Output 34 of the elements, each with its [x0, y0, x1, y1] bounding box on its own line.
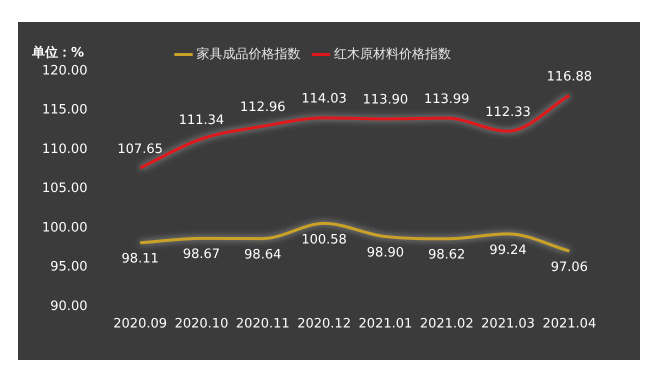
y-tick-label: 90.00 — [50, 298, 88, 314]
x-tick-label: 2020.10 — [174, 316, 228, 332]
data-label: 98.11 — [122, 252, 159, 267]
y-tick-label: 120.00 — [42, 63, 88, 78]
x-tick-label: 2021.03 — [481, 316, 535, 332]
data-label: 113.90 — [362, 92, 408, 108]
x-tick-label: 2021.04 — [542, 316, 596, 332]
y-tick-label: 115.00 — [42, 102, 88, 118]
data-label: 98.64 — [244, 247, 282, 262]
legend-label: 红木原材料价格指数 — [334, 46, 451, 62]
x-tick-label: 2021.02 — [420, 316, 474, 332]
data-label: 112.33 — [485, 105, 531, 120]
data-label: 98.67 — [182, 247, 220, 262]
y-axis-title: 单位：% — [31, 44, 84, 60]
data-label: 100.58 — [301, 232, 347, 248]
x-tick-label: 2021.01 — [358, 316, 412, 332]
data-label: 114.03 — [301, 92, 347, 107]
data-label: 98.90 — [366, 245, 404, 260]
y-tick-label: 100.00 — [42, 220, 88, 236]
y-tick-label: 110.00 — [42, 142, 88, 157]
data-label: 97.06 — [550, 260, 588, 275]
data-label: 107.65 — [117, 142, 163, 157]
x-tick-label: 2020.11 — [236, 316, 290, 332]
y-tick-label: 105.00 — [42, 181, 88, 196]
data-label: 116.88 — [546, 69, 592, 84]
data-label: 99.24 — [489, 242, 527, 258]
y-tick-label: 95.00 — [50, 260, 88, 275]
data-label: 112.96 — [240, 100, 286, 116]
x-tick-label: 2020.09 — [113, 316, 168, 332]
data-label: 111.34 — [178, 112, 224, 128]
data-label: 98.62 — [428, 248, 466, 263]
x-tick-label: 2020.12 — [297, 316, 351, 332]
data-label: 113.99 — [424, 92, 470, 108]
legend-label: 家具成品价格指数 — [196, 46, 300, 62]
